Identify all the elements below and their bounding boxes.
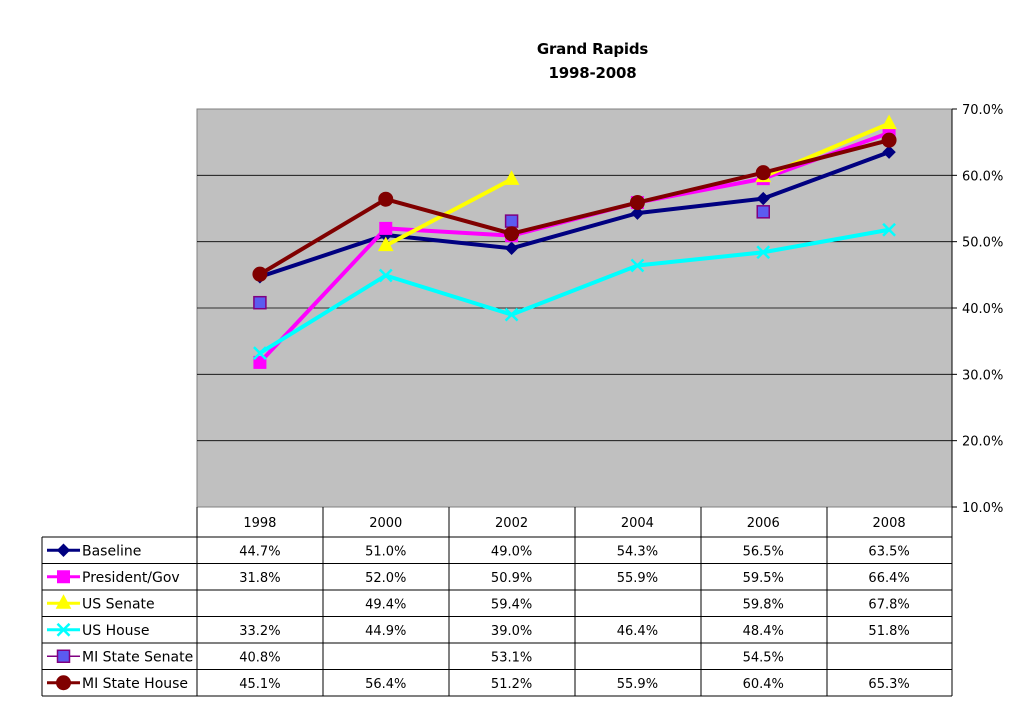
data-point (881, 132, 897, 148)
y-tick-label: 30.0% (962, 368, 1003, 383)
data-label: 59.4% (491, 597, 532, 612)
data-point (881, 114, 897, 130)
series-label: Baseline (82, 543, 141, 559)
x-tick-label: 2006 (747, 516, 780, 531)
legend-key-marker (56, 543, 71, 557)
data-point (882, 145, 896, 159)
data-label: 65.3% (868, 677, 909, 692)
x-tick-label: 2002 (495, 516, 528, 531)
data-label: 60.4% (743, 677, 784, 692)
data-point (755, 165, 771, 181)
series-line (258, 227, 890, 355)
data-point (504, 307, 519, 322)
data-label: 39.0% (491, 624, 532, 639)
data-point (252, 266, 268, 282)
data-point (882, 222, 896, 237)
data-label: 53.1% (491, 650, 532, 665)
data-label: 48.4% (743, 624, 784, 639)
series-line (259, 150, 890, 279)
legend-key-marker (55, 594, 72, 609)
data-label: 49.4% (365, 597, 406, 612)
data-label: 45.1% (239, 677, 280, 692)
data-point (503, 170, 520, 185)
data-label: 55.9% (617, 677, 658, 692)
legend-key-marker (56, 675, 71, 691)
data-label: 56.4% (365, 677, 406, 692)
y-tick-label: 60.0% (962, 169, 1003, 184)
data-label: 44.9% (365, 624, 406, 639)
data-point (756, 205, 770, 219)
data-label: 46.4% (617, 624, 658, 639)
data-label: 66.4% (868, 571, 909, 586)
x-tick-label: 2004 (621, 516, 654, 531)
series-label: MI State House (82, 676, 188, 692)
data-label: 54.3% (617, 544, 658, 559)
x-tick-label: 2000 (369, 516, 402, 531)
data-label: 67.8% (868, 597, 909, 612)
data-point (378, 191, 394, 207)
data-label: 44.7% (239, 544, 280, 559)
data-label: 54.5% (743, 650, 784, 665)
data-label: 31.8% (239, 571, 280, 586)
data-point (756, 191, 770, 206)
data-label: 63.5% (868, 544, 909, 559)
data-point (253, 346, 267, 360)
data-label: 49.0% (491, 544, 532, 559)
data-label: 51.8% (868, 624, 909, 639)
legend-key-marker (56, 649, 71, 663)
series-label: US House (82, 623, 149, 639)
series-line (258, 138, 890, 276)
y-tick-label: 40.0% (962, 302, 1003, 317)
chart-title: Grand Rapids (536, 40, 649, 58)
data-label: 59.8% (743, 597, 784, 612)
series-label: President/Gov (82, 570, 180, 586)
y-tick-label: 10.0% (962, 501, 1003, 516)
data-point (504, 241, 519, 256)
data-point (377, 236, 394, 252)
data-point (378, 268, 393, 283)
y-tick-label: 70.0% (962, 103, 1003, 118)
data-label: 40.8% (239, 650, 280, 665)
data-point (504, 226, 520, 242)
data-point (504, 214, 519, 228)
legend-key-marker (57, 570, 70, 584)
data-label: 51.2% (491, 677, 532, 692)
x-tick-label: 2008 (873, 516, 906, 531)
data-label: 51.0% (365, 544, 406, 559)
y-tick-label: 50.0% (962, 236, 1003, 251)
x-tick-label: 1998 (243, 516, 276, 531)
legend-key-marker (56, 622, 71, 637)
data-point (756, 245, 771, 260)
data-point (379, 221, 393, 235)
data-point (629, 195, 645, 211)
data-point (630, 258, 645, 273)
data-label: 56.5% (743, 544, 784, 559)
chart-subtitle: 1998-2008 (548, 64, 637, 82)
data-point (253, 295, 267, 310)
data-point (630, 206, 645, 220)
data-label: 33.2% (239, 624, 280, 639)
y-tick-label: 20.0% (962, 435, 1003, 450)
series-label: MI State Senate (82, 649, 193, 665)
data-label: 59.5% (743, 571, 784, 586)
series-label: US Senate (82, 596, 155, 612)
data-label: 50.9% (491, 571, 532, 586)
data-label: 52.0% (365, 571, 406, 586)
series-line (384, 177, 513, 248)
data-label: 55.9% (617, 571, 658, 586)
data-point (253, 355, 267, 369)
